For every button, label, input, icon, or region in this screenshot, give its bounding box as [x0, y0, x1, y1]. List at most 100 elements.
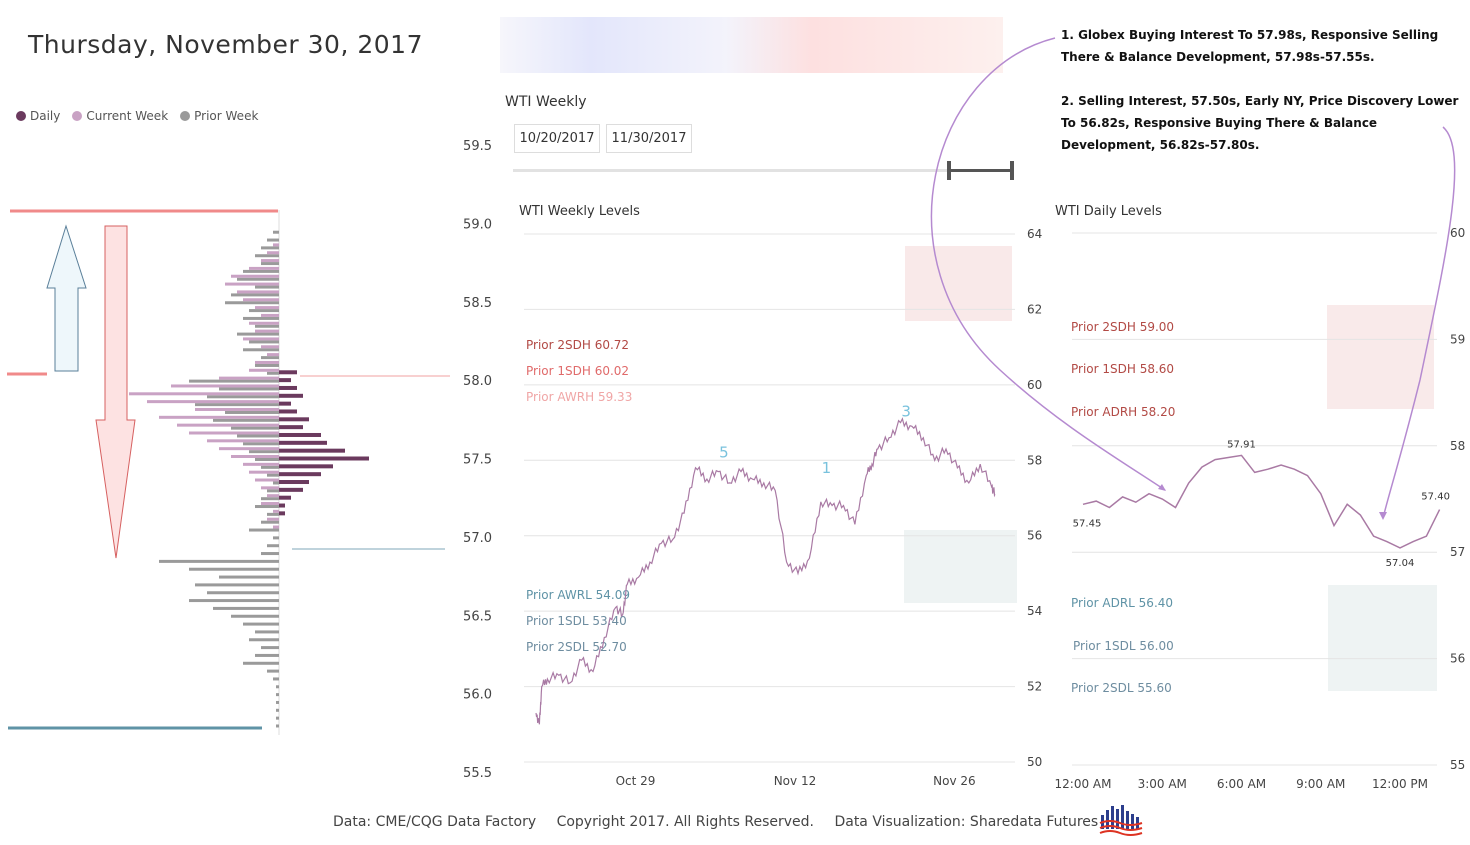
profile-bar-prior	[249, 450, 279, 454]
profile-bar-prior	[255, 458, 279, 461]
profile-bar-daily	[279, 472, 321, 477]
profile-bar-prior	[213, 418, 279, 422]
daily-point-labels: 57.45 57.91 57.04 57.40	[1073, 439, 1450, 569]
profile-bar-prior	[243, 316, 279, 320]
profile-bar-prior	[261, 246, 279, 250]
daily-upper-zone	[1327, 305, 1434, 409]
weekly-upper-zone	[905, 246, 1012, 321]
date-from-input[interactable]: 10/20/2017	[514, 124, 600, 153]
profile-bar-prior	[243, 622, 279, 626]
daily-level-label: Prior 2SDL 55.60	[1071, 681, 1172, 695]
profile-bar-prior	[243, 348, 279, 352]
profile-bar-daily	[279, 385, 297, 390]
profile-bar-current	[231, 455, 279, 458]
profile-bars	[129, 230, 369, 728]
profile-bar-daily	[279, 378, 291, 383]
profile-bar-prior	[213, 606, 279, 610]
profile-bar-current	[261, 259, 279, 263]
daily-y-tick: 58	[1450, 439, 1465, 453]
profile-bar-prior	[267, 489, 279, 493]
profile-bar-current	[171, 384, 279, 388]
profile-bar-daily	[279, 370, 297, 375]
profile-bar-current	[249, 321, 279, 325]
profile-bar-current	[267, 353, 279, 357]
profile-bar-prior	[225, 301, 279, 305]
legend-dot-daily	[16, 111, 26, 121]
weekly-level-labels: Prior 2SDH 60.72 Prior 1SDH 60.02 Prior AW…	[526, 338, 632, 654]
profile-bar-prior	[189, 599, 279, 603]
footer-copyright: Copyright 2017. All Rights Reserved.	[556, 814, 814, 830]
profile-bar-current	[255, 306, 279, 310]
legend-item-daily[interactable]: Daily	[16, 109, 60, 123]
profile-bar-prior	[276, 724, 279, 728]
weekly-x-tick: Nov 12	[774, 774, 817, 788]
note-1: 1. Globex Buying Interest To 57.98s, Res…	[1061, 28, 1439, 64]
daily-level-label: Prior 1SDH 58.60	[1071, 362, 1174, 376]
profile-bar-prior	[267, 238, 279, 242]
profile-bar-prior	[207, 395, 279, 399]
profile-y-tick: 57.0	[463, 531, 492, 546]
daily-lower-zone	[1328, 585, 1437, 691]
daily-y-tick: 59	[1450, 332, 1465, 346]
weekly-annotations: 5 1 3	[719, 402, 911, 477]
date-range-slider[interactable]	[513, 169, 1013, 172]
weekly-level-label: Prior 2SDL 52.70	[526, 640, 627, 654]
profile-bar-current	[249, 368, 279, 372]
up-arrow-icon	[46, 224, 87, 372]
daily-level-labels: Prior 2SDH 59.00 Prior 1SDH 58.60 Prior AD…	[1071, 320, 1175, 695]
profile-bar-daily	[279, 393, 303, 398]
profile-bar-daily	[279, 409, 297, 414]
profile-bar-prior	[243, 442, 279, 446]
daily-level-label: Prior ADRH 58.20	[1071, 405, 1175, 419]
profile-bar-current	[129, 392, 279, 396]
profile-y-tick: 58.5	[463, 296, 492, 311]
daily-level-label: Prior 2SDH 59.00	[1071, 320, 1174, 334]
profile-bar-current	[267, 494, 279, 498]
profile-bar-daily	[279, 464, 333, 469]
weekly-lower-zone	[904, 530, 1017, 603]
profile-bar-prior	[261, 646, 279, 650]
weekly-grid: 64 62 60 58 56 54 52 50 Oct 29 Nov 12 Nov 26	[524, 227, 1042, 788]
profile-bar-prior	[261, 356, 279, 360]
profile-bar-prior	[267, 371, 279, 375]
profile-bar-daily	[279, 448, 345, 453]
profile-bar-prior	[237, 332, 279, 336]
slider-handle-end[interactable]	[1010, 161, 1014, 180]
profile-bar-prior	[255, 324, 279, 328]
profile-bar-prior	[195, 403, 279, 407]
legend-item-current-week[interactable]: Current Week	[72, 109, 168, 123]
slider-handle-start[interactable]	[947, 161, 951, 180]
profile-bar-current	[219, 376, 279, 380]
note-1-connector	[930, 37, 1166, 491]
profile-bar-prior	[273, 536, 279, 540]
daily-x-tick: 12:00 PM	[1372, 777, 1428, 791]
weekly-level-label: Prior 1SDL 53.40	[526, 614, 627, 628]
volume-profile-chart: 59.5 59.0 58.5 58.0 57.5 57.0 56.5 56.0 55.5	[7, 139, 492, 781]
down-arrow-icon	[95, 225, 136, 559]
wave-label: 1	[822, 459, 832, 477]
weekly-x-tick: Oct 29	[616, 774, 656, 788]
profile-bar-prior	[249, 528, 279, 532]
daily-level-label: Prior ADRL 56.40	[1071, 596, 1173, 610]
profile-bar-prior	[219, 387, 279, 391]
profile-bar-prior	[243, 269, 279, 273]
date-to-input[interactable]: 11/30/2017	[606, 124, 692, 153]
profile-y-tick: 56.0	[463, 688, 492, 703]
weekly-y-tick: 58	[1027, 453, 1042, 467]
chart-legend: Daily Current Week Prior Week	[16, 109, 258, 123]
note-2-arrow-icon	[1379, 512, 1387, 520]
note-2: 2. Selling Interest, 57.50s, Early NY, P…	[1061, 94, 1459, 152]
legend-label-current-week: Current Week	[86, 109, 169, 123]
profile-bar-current	[261, 345, 279, 349]
legend-item-prior-week[interactable]: Prior Week	[180, 109, 258, 123]
profile-y-tick: 59.5	[463, 139, 492, 154]
weekly-y-tick: 52	[1027, 680, 1042, 694]
profile-bar-prior	[255, 363, 279, 367]
profile-bar-current	[195, 407, 279, 411]
profile-bar-current	[147, 400, 279, 404]
profile-bar-current	[159, 415, 279, 419]
daily-x-tick: 9:00 AM	[1296, 777, 1345, 791]
footer-source: Data: CME/CQG Data Factory	[333, 814, 537, 830]
profile-y-tick: 56.5	[463, 609, 492, 624]
profile-bar-current	[189, 431, 279, 435]
